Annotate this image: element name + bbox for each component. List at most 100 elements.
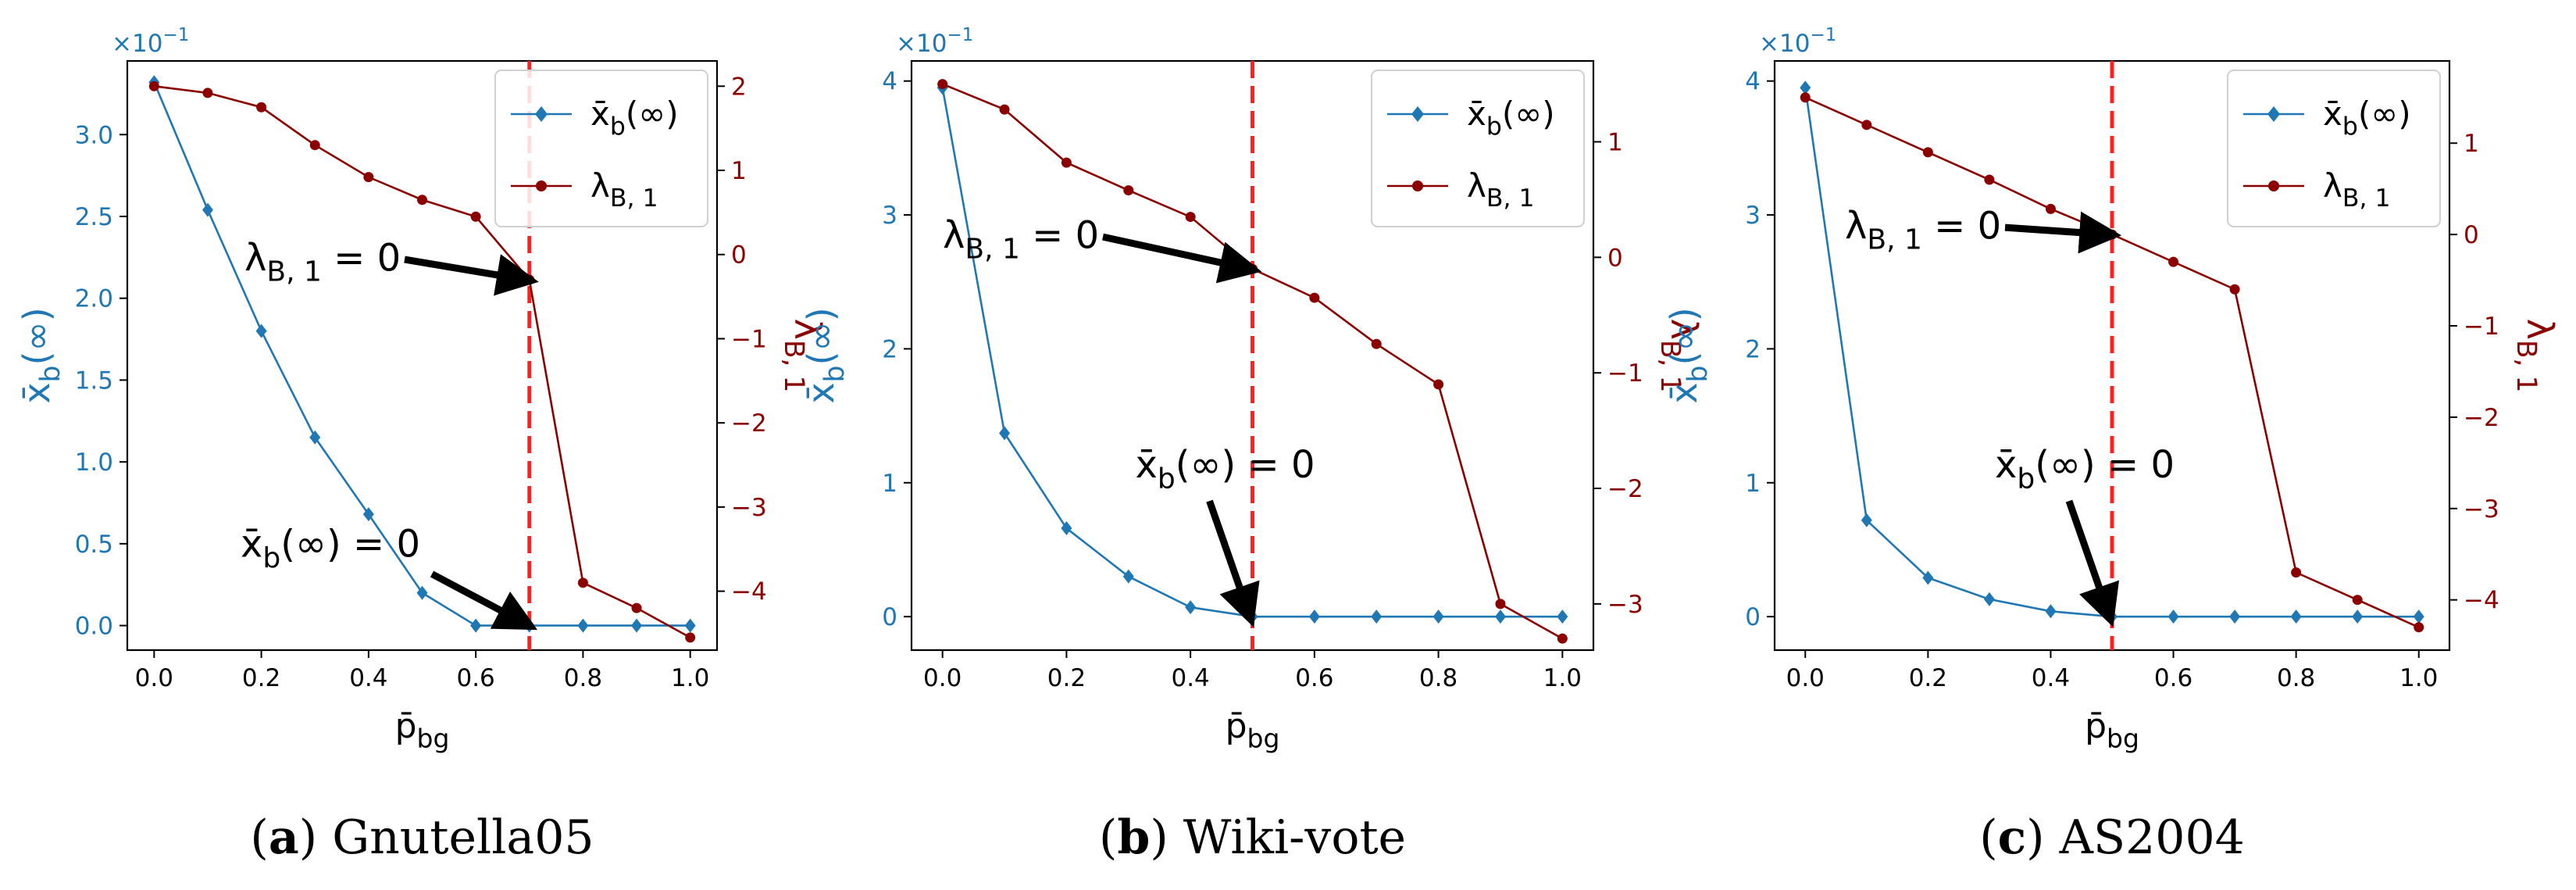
legend-swatch-marker xyxy=(1411,106,1424,122)
y-right-tick-label: 1 xyxy=(2464,130,2479,158)
label-part: λ xyxy=(943,213,965,257)
legend-label: λB, 1 xyxy=(1467,166,1535,213)
label-part: b xyxy=(1682,366,1714,383)
label-part: B, 1 xyxy=(1486,184,1535,213)
label-part: x̄ xyxy=(16,382,58,403)
data-point-circle xyxy=(577,577,588,588)
x-tick-label: 0.8 xyxy=(2277,664,2315,692)
annotation-lambda-text: λB, 1 = 0 xyxy=(1845,204,2001,256)
data-point-diamond xyxy=(1800,80,1811,95)
exponent-power: −1 xyxy=(1810,25,1836,45)
legend-box xyxy=(2227,70,2441,227)
data-point-circle xyxy=(1800,92,1811,103)
x-tick-label: 0.6 xyxy=(1295,664,1333,692)
data-point-circle xyxy=(685,632,696,643)
label-part: (∞) xyxy=(2358,95,2411,133)
label-part: (∞) xyxy=(280,523,341,567)
x-tick-label: 0.4 xyxy=(349,664,387,692)
y-left-tick-label: 3 xyxy=(1745,202,1761,230)
data-point-diamond xyxy=(2045,604,2057,619)
caption-open: ( xyxy=(1099,810,1117,865)
data-point-diamond xyxy=(999,426,1011,441)
label-part: b xyxy=(262,542,280,574)
legend-swatch-marker xyxy=(1412,181,1423,191)
data-point-diamond xyxy=(1061,521,1072,536)
label-part: (∞) xyxy=(16,307,58,365)
legend-swatch-marker xyxy=(536,181,547,191)
y-left-tick-label: 0.0 xyxy=(75,613,113,641)
annotation-lambda-arrow xyxy=(1102,233,1262,284)
legend-label: λB, 1 xyxy=(2323,166,2391,213)
label-part: x̄ xyxy=(1467,95,1486,133)
data-point-circle xyxy=(1861,120,1872,130)
exponent-base: ×10 xyxy=(1759,30,1810,58)
y-right-tick-label: 0 xyxy=(2464,221,2479,249)
data-point-circle xyxy=(1922,147,1933,158)
y-left-axis-label: x̄b(∞) xyxy=(800,307,851,403)
exponent-label: ×10−1 xyxy=(1759,25,1836,58)
data-point-diamond xyxy=(202,202,213,217)
y-left-tick-label: 2 xyxy=(882,335,897,363)
annotation-xb-arrow xyxy=(1206,499,1260,627)
x-tick-label: 0.8 xyxy=(1419,664,1457,692)
data-point-diamond xyxy=(309,430,321,445)
caption-name: Gnutella05 xyxy=(332,810,594,865)
annotation-eq: = 0 xyxy=(1236,443,1315,487)
x-tick-label: 0.0 xyxy=(923,664,962,692)
chart-panel-b: 0.0 0.2 0.4 0.6 0.8 1.001234−3−2−101×10−1p̄bg… xyxy=(800,25,1705,865)
legend-label: λB, 1 xyxy=(590,166,658,213)
legend-swatch-marker xyxy=(2267,106,2280,122)
legend-box xyxy=(494,70,708,227)
data-point-circle xyxy=(2414,622,2424,633)
x-tick-label: 0.8 xyxy=(564,664,602,692)
x-tick-label: 1.0 xyxy=(671,664,709,692)
data-point-diamond xyxy=(2413,609,2424,624)
data-point-diamond xyxy=(1861,513,1872,527)
exponent-label: ×10−1 xyxy=(896,25,973,58)
data-point-diamond xyxy=(2229,609,2241,624)
y-left-tick-label: 2.5 xyxy=(75,203,113,231)
label-part: p̄ xyxy=(2085,706,2107,746)
x-tick-label: 1.0 xyxy=(2399,664,2438,692)
data-point-circle xyxy=(417,195,427,206)
annotation-lambda-arrow xyxy=(404,254,539,296)
y-left-tick-label: 1.5 xyxy=(75,366,113,395)
legend-label: x̄b(∞) xyxy=(590,95,679,141)
legend-box xyxy=(1371,70,1585,227)
label-part: x̄ xyxy=(1663,382,1705,403)
x-axis-label: p̄bg xyxy=(2085,706,2139,753)
y-right-tick-label: −3 xyxy=(1607,591,1643,619)
y-right-tick-label: −1 xyxy=(731,325,767,353)
y-right-axis-label: λB, 1 xyxy=(2510,319,2561,393)
y-left-tick-label: 1 xyxy=(1745,470,1761,498)
label-part: x̄ xyxy=(1136,443,1158,487)
y-left-tick-label: 3.0 xyxy=(75,121,113,149)
y-left-tick-label: 0 xyxy=(882,603,897,631)
y-right-tick-label: −3 xyxy=(731,494,767,522)
label-part: B, 1 xyxy=(778,340,809,393)
data-point-circle xyxy=(309,140,320,151)
y-right-tick-label: −2 xyxy=(731,409,767,438)
annotation-lambda-text: λB, 1 = 0 xyxy=(244,236,401,288)
data-point-diamond xyxy=(1983,592,1995,606)
y-left-tick-label: 2.0 xyxy=(75,285,113,313)
annotation-xb-text: x̄b(∞) = 0 xyxy=(241,523,420,574)
y-right-axis-label: λB, 1 xyxy=(778,319,829,393)
annotation-eq: = 0 xyxy=(341,523,420,567)
caption-open: ( xyxy=(250,810,268,865)
y-left-tick-label: 4 xyxy=(882,68,897,96)
data-point-diamond xyxy=(416,585,428,600)
label-part: b xyxy=(1158,463,1176,495)
label-part: (∞) xyxy=(2035,443,2095,487)
legend-label: x̄b(∞) xyxy=(1467,95,1555,141)
data-point-circle xyxy=(1123,185,1134,196)
data-point-circle xyxy=(256,102,267,113)
legend: x̄b(∞) λB, 1 xyxy=(2227,70,2441,227)
label-part: λ xyxy=(2323,166,2342,205)
label-part: (∞) xyxy=(1663,307,1705,365)
label-part: b xyxy=(1486,113,1502,141)
x-tick-label: 0.4 xyxy=(1171,664,1209,692)
label-part: b xyxy=(610,113,626,141)
label-part: λ xyxy=(590,166,610,205)
label-part: (∞) xyxy=(626,95,679,133)
